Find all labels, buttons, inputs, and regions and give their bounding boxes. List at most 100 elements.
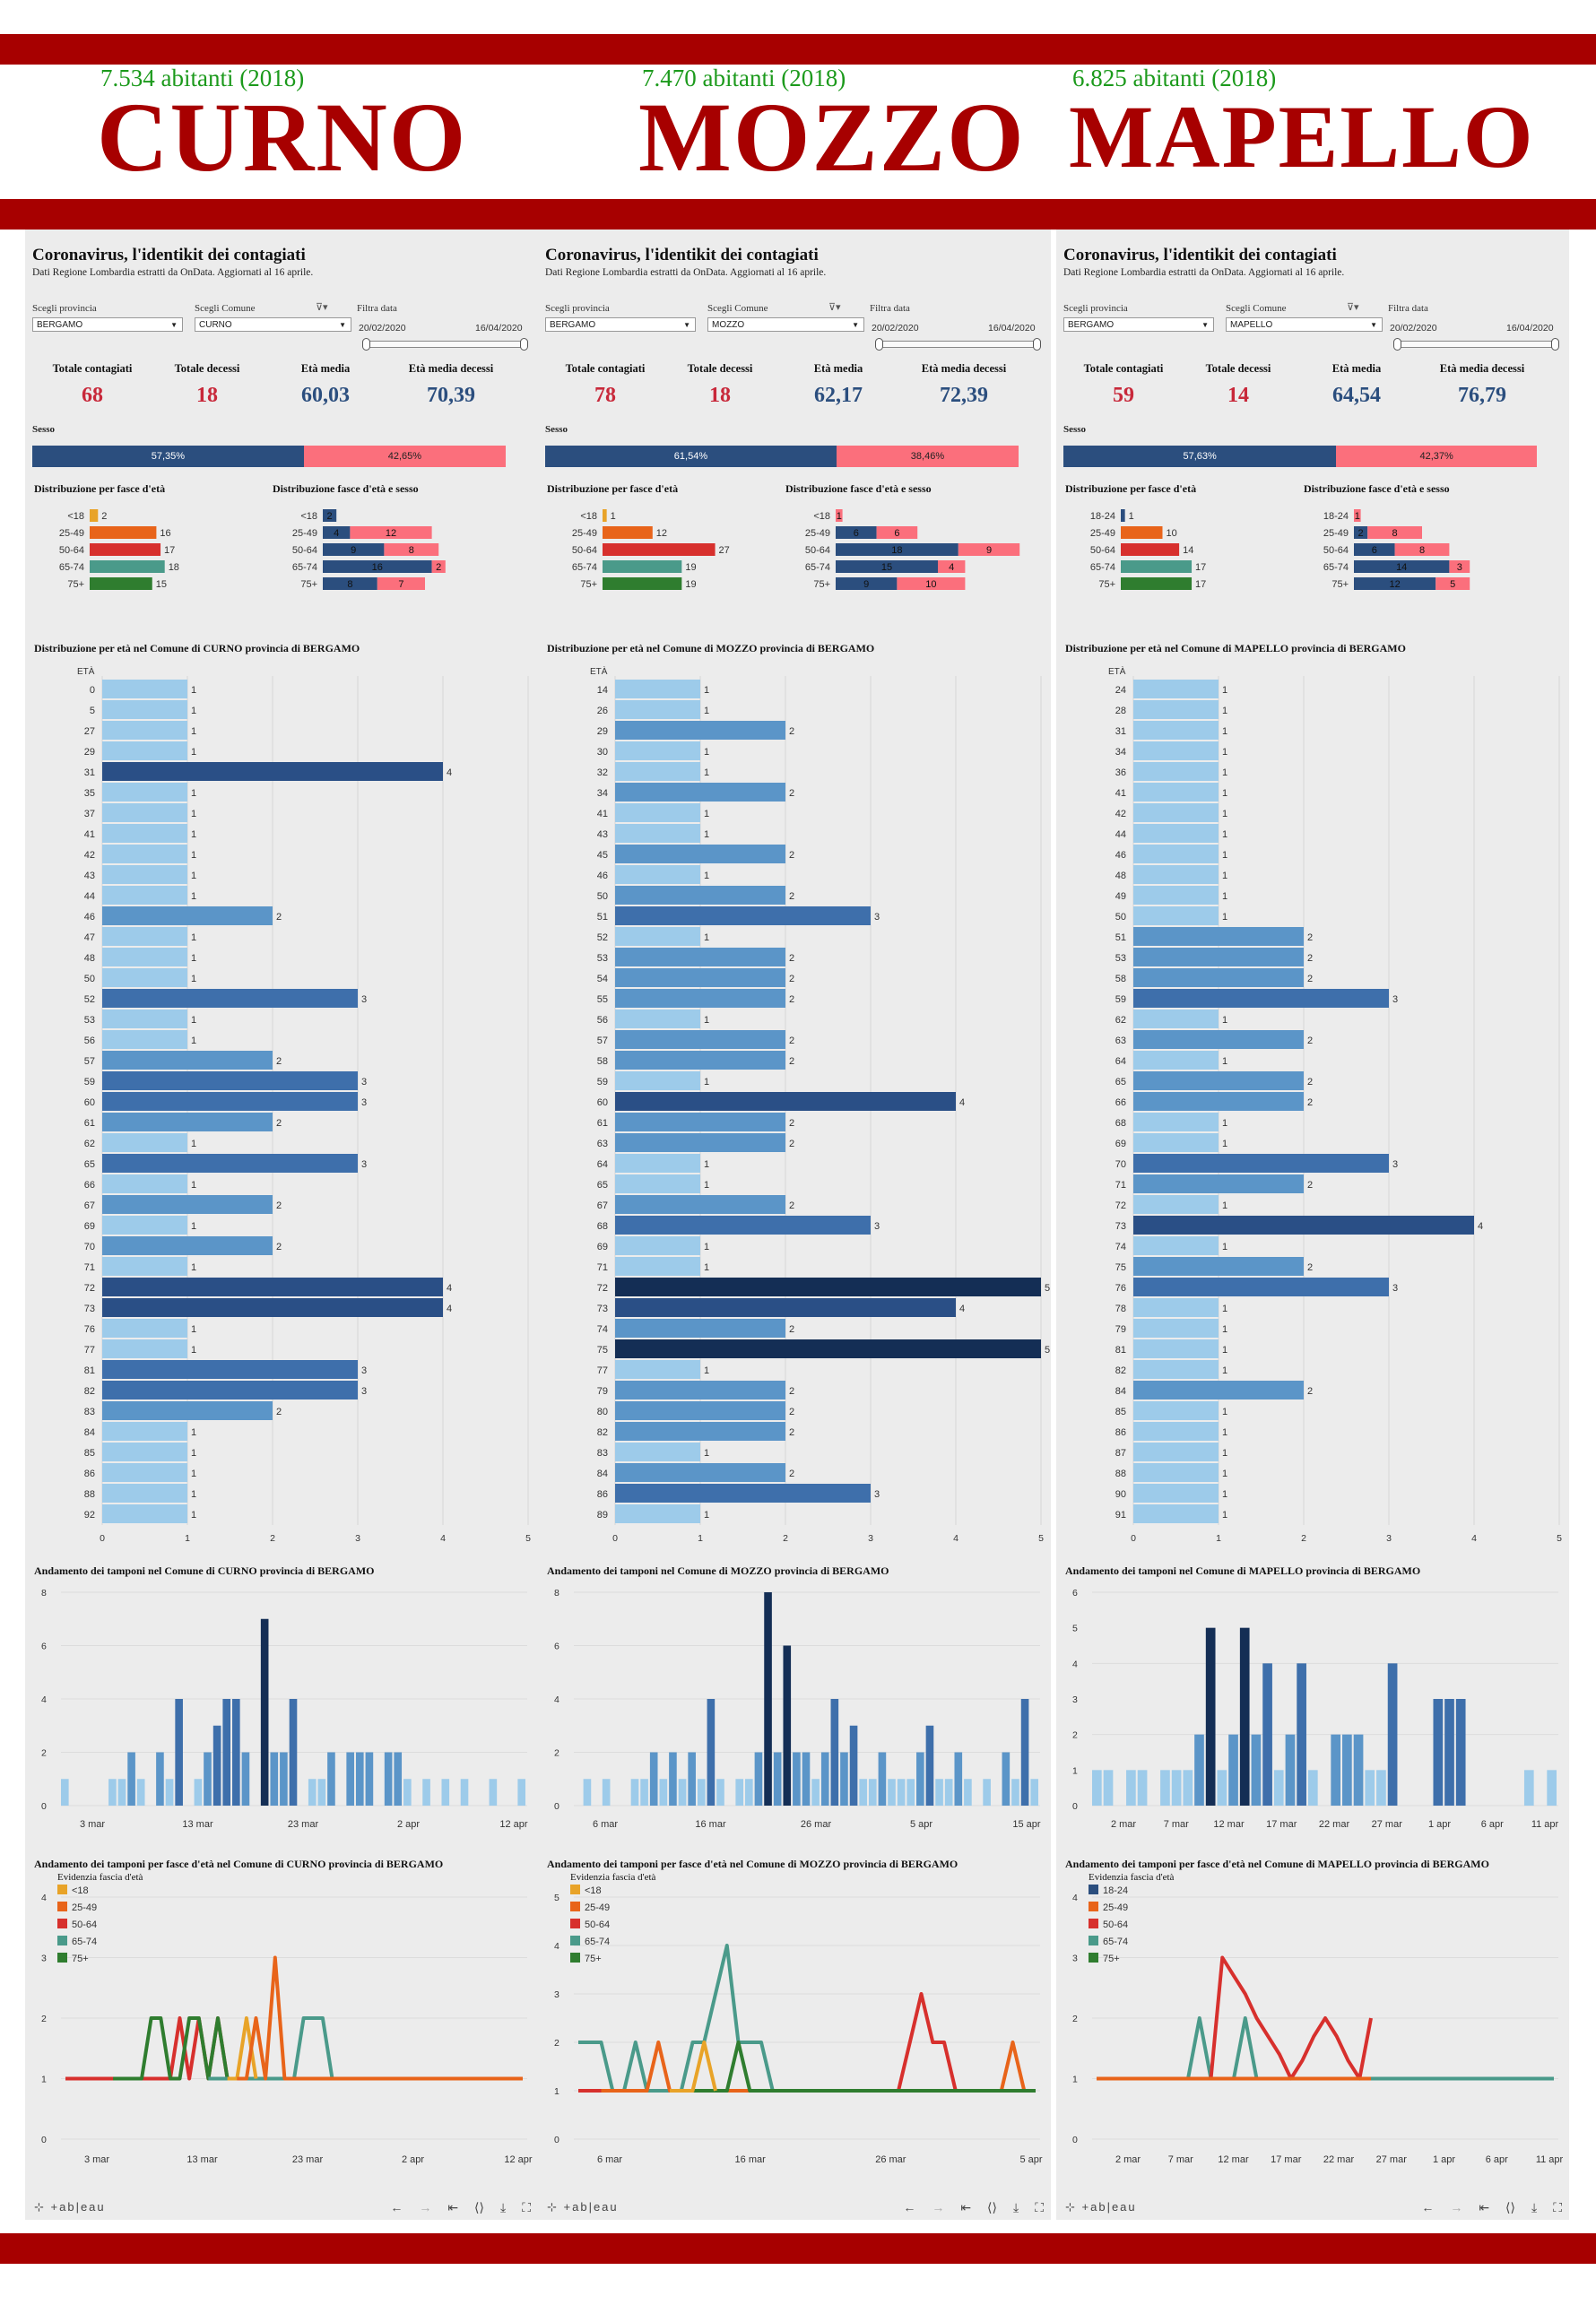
age-bar-value: 1 [191, 891, 196, 902]
age-bar [102, 803, 187, 822]
age-tick-label: 46 [84, 912, 95, 923]
swab-bar [1387, 1663, 1398, 1806]
share-icon[interactable]: ⟨⟩ [1505, 2200, 1515, 2214]
date-end: 16/04/2020 [1506, 323, 1554, 334]
slider-end-handle[interactable] [1551, 338, 1559, 351]
tableau-logo-icon[interactable]: ⊹ +ab|eau [1065, 2200, 1137, 2214]
age-tick-label: 86 [597, 1489, 608, 1500]
tableau-logo-icon[interactable]: ⊹ +ab|eau [547, 2200, 619, 2214]
share-icon[interactable]: ⟨⟩ [474, 2200, 484, 2214]
age-bar-value: 1 [191, 685, 196, 696]
download-icon[interactable]: ⤓ [499, 2200, 507, 2214]
comune-dropdown[interactable]: MAPELLO ▼ [1226, 317, 1383, 332]
age-sex-group-label: 25-49 [292, 528, 317, 539]
age-bar-value: 2 [789, 726, 794, 737]
redo-icon[interactable]: → [419, 2200, 432, 2214]
revert-icon[interactable]: ⇤ [960, 2200, 972, 2214]
age-group-value: 1 [611, 511, 616, 522]
age-bar [1133, 1381, 1304, 1399]
age-group-label: 65-74 [59, 562, 84, 573]
date-slider[interactable] [875, 338, 1041, 351]
fullscreen-icon[interactable]: ⛶ [522, 2200, 531, 2214]
redo-icon[interactable]: → [932, 2200, 945, 2214]
age-bar-value: 2 [789, 1407, 794, 1417]
slider-end-handle[interactable] [520, 338, 528, 351]
date-slider[interactable] [1393, 338, 1559, 351]
age-tick-label: 75 [597, 1345, 608, 1356]
age-bar-value: 3 [361, 1077, 367, 1088]
revert-icon[interactable]: ⇤ [447, 2200, 459, 2214]
age-distribution-chart: ETÀ0123456141261292301321342411431452461… [590, 665, 1050, 1544]
x-tick-label: 22 mar [1323, 2154, 1355, 2165]
x-tick-label: 1 [698, 1533, 703, 1544]
slider-end-handle[interactable] [1033, 338, 1041, 351]
swab-bar [327, 1752, 335, 1806]
age-tick-label: 79 [597, 1386, 608, 1397]
age-tick-label: 72 [597, 1283, 608, 1294]
x-tick-label: 11 apr [1536, 2154, 1564, 2165]
age-bar [102, 762, 443, 781]
filter-funnel-icon[interactable]: ⊽▾ [316, 302, 328, 313]
slider-start-handle[interactable] [875, 338, 883, 351]
comune-value: CURNO [199, 320, 232, 330]
age-sex-chart: <18 2 25-49 4 12 50-64 9 8 65-74 16 2 75+ 8 7 [292, 509, 446, 590]
age-bar [615, 1051, 785, 1070]
filter-funnel-icon[interactable]: ⊽▾ [828, 302, 841, 313]
fullscreen-icon[interactable]: ⛶ [1553, 2200, 1562, 2214]
legend-title: Evidenzia fascia d'età [570, 1872, 656, 1883]
age-tick-label: 68 [1115, 1118, 1126, 1129]
age-tick-label: 59 [597, 1077, 608, 1088]
province-dropdown[interactable]: BERGAMO ▼ [545, 317, 696, 332]
swab-bar [793, 1752, 801, 1806]
age-bar-value: 1 [1222, 1304, 1227, 1314]
male-segment [836, 526, 877, 539]
dashboard-title: Coronavirus, l'identikit dei contagiati [545, 246, 819, 264]
undo-icon[interactable]: ← [390, 2200, 403, 2214]
segment-value: 3 [1457, 562, 1462, 573]
comune-dropdown[interactable]: MOZZO ▼ [707, 317, 864, 332]
filter-funnel-icon[interactable]: ⊽▾ [1347, 302, 1359, 313]
swab-bar [820, 1752, 829, 1806]
age-bar [102, 906, 273, 925]
province-dropdown[interactable]: BERGAMO ▼ [1063, 317, 1214, 332]
x-tick-label: 5 [1038, 1533, 1044, 1544]
series-line-65-74 [1097, 2016, 1554, 2081]
age-bar-value: 3 [361, 994, 367, 1005]
age-bar-value: 3 [361, 1159, 367, 1170]
age-bar [102, 1113, 273, 1131]
legend-swatch [570, 1953, 580, 1963]
age-group-bar [90, 526, 157, 539]
download-icon[interactable]: ⤓ [1012, 2200, 1019, 2214]
fullscreen-icon[interactable]: ⛶ [1035, 2200, 1044, 2214]
comune-dropdown[interactable]: CURNO ▼ [195, 317, 351, 332]
age-bar [1133, 1113, 1219, 1131]
date-slider[interactable] [362, 338, 528, 351]
age-tick-label: 89 [597, 1510, 608, 1521]
dashboard-subtitle: Dati Regione Lombardia estratti da OnDat… [545, 267, 827, 278]
tableau-logo-icon[interactable]: ⊹ +ab|eau [34, 2200, 106, 2214]
age-bar [615, 762, 700, 781]
download-icon[interactable]: ⤓ [1531, 2200, 1538, 2214]
x-tick-label: 2 apr [402, 2154, 424, 2165]
age-bar [615, 803, 700, 822]
swab-bar [897, 1779, 906, 1806]
swab-bar [754, 1752, 763, 1806]
share-icon[interactable]: ⟨⟩ [987, 2200, 997, 2214]
redo-icon[interactable]: → [1450, 2200, 1463, 2214]
province-dropdown[interactable]: BERGAMO ▼ [32, 317, 183, 332]
age-sex-group-label: 50-64 [292, 545, 317, 556]
revert-icon[interactable]: ⇤ [1479, 2200, 1490, 2214]
slider-start-handle[interactable] [1393, 338, 1401, 351]
undo-icon[interactable]: ← [1421, 2200, 1435, 2214]
age-tick-label: 71 [1115, 1180, 1126, 1191]
age-bar [1133, 845, 1219, 863]
age-tick-label: 53 [84, 1015, 95, 1026]
slider-start-handle[interactable] [362, 338, 370, 351]
male-segment [1354, 543, 1395, 556]
age-tick-label: 51 [1115, 932, 1126, 943]
swab-bar [868, 1779, 877, 1806]
age-group-bar [90, 543, 161, 556]
swab-bar [944, 1779, 953, 1806]
undo-icon[interactable]: ← [903, 2200, 916, 2214]
age-bar [102, 1010, 187, 1028]
